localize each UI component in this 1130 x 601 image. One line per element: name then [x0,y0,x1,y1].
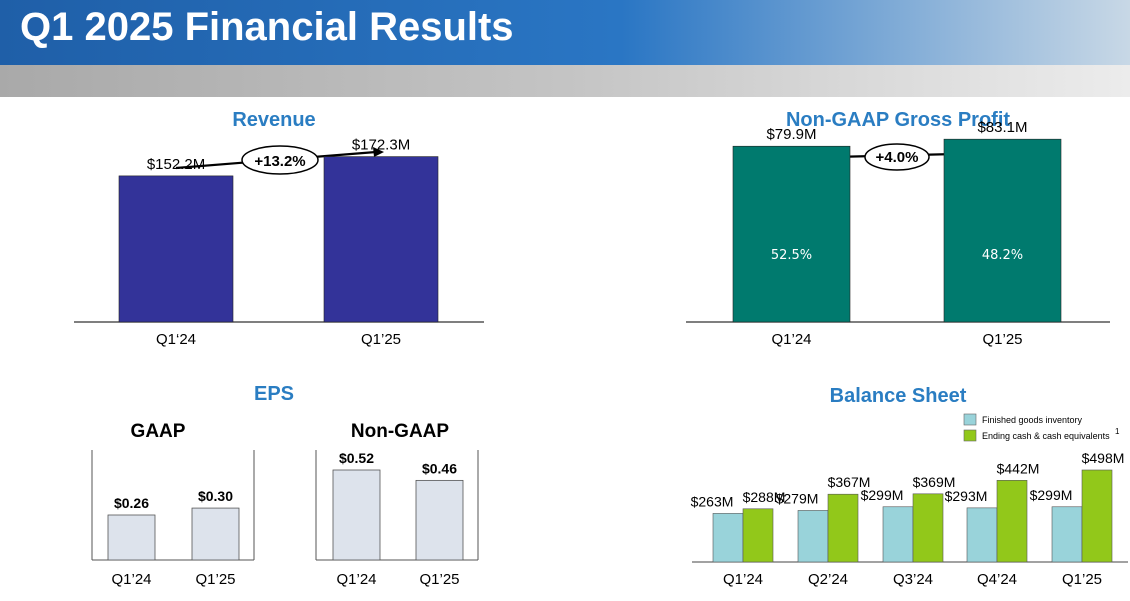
revenue-category-label: Q1‘24 [156,331,196,348]
legend-swatch-inventory [963,413,977,426]
eps-category-label: Q1’24 [336,571,376,588]
cash-bar [996,480,1028,563]
balance-sheet-title: Balance Sheet [830,385,967,407]
balance-sheet-category-label: Q3’24 [893,571,933,588]
cash-value-label: $367M [828,474,871,490]
revenue-value-label: $172.3M [352,137,410,154]
eps-bar [415,479,464,561]
cash-bar [1081,469,1113,563]
revenue-value-label: $152.2M [147,156,205,173]
eps-category-label: Q1’25 [195,571,235,588]
gross-profit-category-label: Q1’24 [771,331,811,348]
inventory-bar [797,510,829,563]
gross-profit-value-label: $83.1M [977,119,1027,136]
cash-value-label: $498M [1082,450,1125,466]
revenue-chart: Revenue +13.2% $152.2M Q1‘24 $172.3M Q1’25 [74,109,484,348]
cash-value-label: $369M [913,474,956,490]
cash-value-label: $442M [997,460,1040,476]
eps-bar [191,507,240,561]
balance-sheet-chart: Balance Sheet Finished goods inventory E… [691,385,1128,588]
subheader-band [0,65,1130,97]
balance-sheet-category-label: Q2’24 [808,571,848,588]
inventory-value-label: $279M [776,490,819,506]
inventory-bar [1051,506,1083,563]
gross-profit-chart: Non-GAAP Gross Profit +4.0% $79.9M 52.5% Q… [686,109,1110,348]
eps-value-label: $0.26 [114,495,149,511]
legend-footnote-cash: 1 [1115,427,1120,436]
revenue-title: Revenue [232,109,315,131]
eps-chart: EPS GAAP Non-GAAP $0.26 Q1’24 $0.30 Q1’25 $0… [91,383,479,588]
balance-sheet-category-label: Q1’24 [723,571,763,588]
inventory-bar [882,506,914,563]
revenue-growth-bubble [241,145,319,175]
gross-profit-title: Non-GAAP Gross Profit [786,109,1010,131]
revenue-growth-arrowhead [373,147,384,157]
cash-bar [912,493,944,563]
legend-label-inventory: Finished goods inventory [982,415,1083,425]
gross-profit-value-label: $79.9M [766,126,816,143]
eps-panel: EPS GAAP Non-GAAP $0.26 Q1’24 $0.30 Q1’25 $0… [0,370,560,601]
eps-value-label: $0.30 [198,488,233,504]
revenue-growth-label: +13.2% [254,153,305,170]
balance-sheet-category-label: Q1’25 [1062,571,1102,588]
inventory-value-label: $293M [945,488,988,504]
gross-profit-growth-bubble [864,143,930,171]
revenue-bar [118,175,234,323]
revenue-bar [323,156,439,323]
gross-profit-bar [732,145,851,323]
eps-gaap-heading: GAAP [131,421,186,442]
eps-value-label: $0.46 [422,460,457,476]
inventory-value-label: $299M [1030,487,1073,503]
eps-bar [107,514,156,561]
gross-profit-margin-label: 48.2% [982,248,1023,263]
cash-bar [827,493,859,563]
legend-swatch-cash [963,429,977,442]
eps-category-label: Q1’25 [419,571,459,588]
revenue-panel: Revenue +13.2% $152.2M Q1‘24 $172.3M Q1’25 [0,100,560,360]
eps-non-gaap-heading: Non-GAAP [351,421,449,442]
gross-profit-bar [943,138,1062,323]
cash-value-label: $288M [743,489,786,505]
revenue-category-label: Q1’25 [361,331,401,348]
gross-profit-category-label: Q1’25 [982,331,1022,348]
gross-profit-growth-label: +4.0% [876,149,919,166]
cash-bar [742,508,774,563]
eps-value-label: $0.52 [339,450,374,466]
page-title: Q1 2025 Financial Results [20,5,514,49]
legend-label-cash: Ending cash & cash equivalents [982,431,1110,441]
balance-sheet-category-label: Q4’24 [977,571,1017,588]
eps-category-label: Q1’24 [111,571,151,588]
inventory-value-label: $263M [691,493,734,509]
balance-sheet-panel: Balance Sheet Finished goods inventory E… [570,370,1130,601]
header-bar: Q1 2025 Financial Results [0,0,1130,65]
eps-bar [332,469,381,561]
inventory-bar [712,513,744,563]
gross-profit-margin-label: 52.5% [771,248,812,263]
gross-profit-panel: Non-GAAP Gross Profit +4.0% $79.9M 52.5% Q… [570,100,1130,360]
inventory-bar [966,507,998,563]
eps-title: EPS [254,383,294,405]
inventory-value-label: $299M [861,487,904,503]
